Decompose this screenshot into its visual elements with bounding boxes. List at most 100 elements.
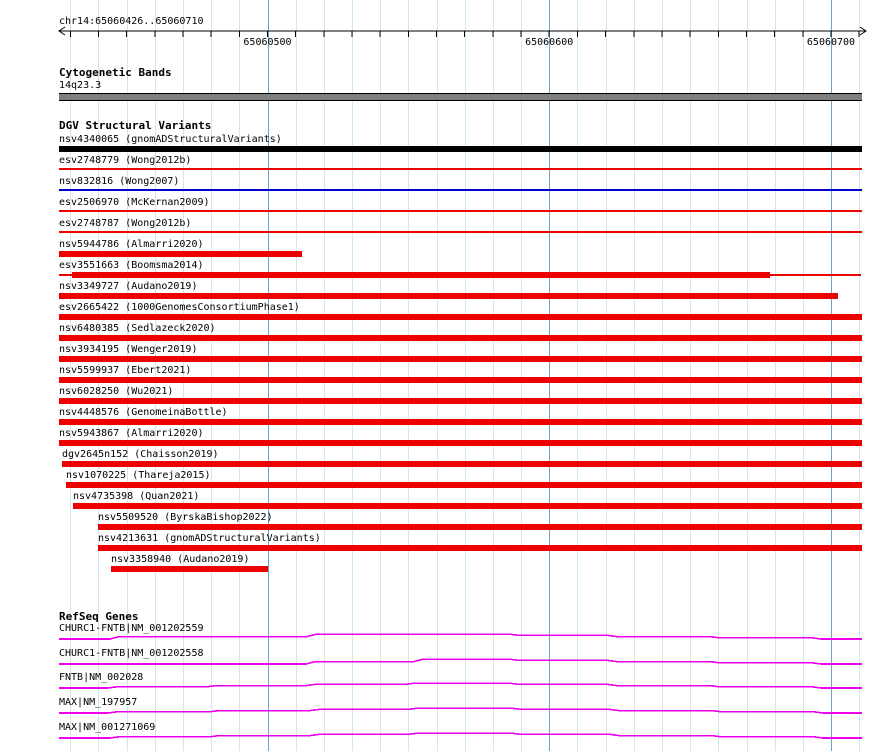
variant-bar[interactable]: [59, 335, 862, 341]
ruler-left-arrow-icon: [58, 26, 66, 36]
grid-minor-line: [718, 0, 720, 751]
gene-label[interactable]: CHURC1-FNTB|NM_001202558: [59, 648, 204, 659]
variant-label[interactable]: nsv5509520 (ByrskaBishop2022): [98, 512, 273, 523]
ruler-right-arrow-icon: [859, 26, 867, 36]
gene-model-line[interactable]: [59, 707, 862, 714]
grid-minor-line: [126, 0, 128, 751]
grid-minor-line: [464, 0, 466, 751]
gene-label[interactable]: MAX|NM_197957: [59, 697, 138, 708]
variant-bar[interactable]: [72, 272, 770, 278]
grid-minor-line: [352, 0, 353, 751]
gene-model-track: [59, 633, 862, 640]
region-coordinates-label: chr14:65060426..65060710: [59, 16, 204, 27]
grid-minor-line: [746, 0, 748, 751]
grid-minor-line: [211, 0, 213, 751]
ruler-tick-label: 65060500: [243, 37, 292, 48]
variant-label[interactable]: nsv6028250 (Wu2021): [59, 386, 174, 397]
grid-minor-line: [774, 0, 776, 751]
cytoband-label[interactable]: 14q23.3: [59, 80, 102, 91]
ruler-tick-label: 65060600: [525, 37, 574, 48]
variant-label[interactable]: nsv1070225 (Thareja2015): [66, 470, 211, 481]
variant-label[interactable]: nsv3358940 (Audano2019): [111, 554, 250, 565]
variant-label[interactable]: nsv4448576 (GenomeinaBottle): [59, 407, 228, 418]
grid-minor-line: [605, 0, 607, 751]
variant-bar[interactable]: [66, 482, 862, 488]
variant-label[interactable]: nsv5599937 (Ebert2021): [59, 365, 192, 376]
gene-label[interactable]: CHURC1-FNTB|NM_001202559: [59, 623, 204, 634]
variant-label[interactable]: nsv3349727 (Audano2019): [59, 281, 198, 292]
grid-minor-line: [661, 0, 663, 751]
variant-bar[interactable]: [59, 146, 862, 152]
grid-minor-line: [323, 0, 325, 751]
grid-minor-line: [183, 0, 184, 751]
gene-model-track: [59, 732, 862, 739]
grid-major-line: [549, 0, 551, 751]
variant-bar[interactable]: [98, 545, 862, 551]
grid-minor-line: [577, 0, 579, 751]
variant-label[interactable]: nsv3934195 (Wenger2019): [59, 344, 198, 355]
grid-minor-line: [239, 0, 241, 751]
grid-minor-line: [295, 0, 297, 751]
variant-label[interactable]: esv2506970 (McKernan2009): [59, 197, 210, 208]
variant-label[interactable]: nsv5943867 (Almarri2020): [59, 428, 204, 439]
variant-label[interactable]: esv2748779 (Wong2012b): [59, 155, 192, 166]
grid-major-line: [267, 0, 269, 751]
grid-minor-line: [492, 0, 494, 751]
ruler-tick-label: 65060700: [806, 37, 856, 48]
variant-label[interactable]: nsv4340065 (gnomADStructuralVariants): [59, 134, 282, 145]
gene-model-line[interactable]: [59, 658, 862, 665]
grid-minor-line: [859, 0, 861, 751]
gene-model-line[interactable]: [59, 682, 862, 689]
variant-label[interactable]: esv2665422 (1000GenomesConsortiumPhase1): [59, 302, 300, 313]
variant-bar[interactable]: [59, 440, 862, 446]
variant-label[interactable]: nsv832816 (Wong2007): [59, 176, 180, 187]
variant-label[interactable]: nsv4735398 (Quan2021): [73, 491, 200, 502]
grid-minor-line: [690, 0, 692, 751]
grid-minor-line: [408, 0, 410, 751]
gene-label[interactable]: FNTB|NM_002028: [59, 672, 144, 683]
variant-bar[interactable]: [111, 566, 268, 572]
grid-minor-line: [633, 0, 635, 751]
variant-bar[interactable]: [59, 189, 862, 191]
variant-label[interactable]: esv2748787 (Wong2012b): [59, 218, 192, 229]
variant-bar[interactable]: [73, 503, 862, 509]
variant-bar[interactable]: [59, 419, 862, 425]
track-title-refseq-genes: RefSeq Genes: [59, 610, 139, 623]
grid-minor-line: [802, 0, 804, 751]
variant-bar[interactable]: [59, 251, 302, 257]
grid-minor-line: [70, 0, 72, 751]
variant-bar-thin-end[interactable]: [770, 274, 861, 276]
gene-model-track: [59, 682, 862, 689]
variant-bar[interactable]: [62, 461, 862, 467]
variant-bar-thin-end[interactable]: [59, 274, 72, 276]
track-title-cytogenetic-bands: Cytogenetic Bands: [59, 66, 172, 79]
variant-bar[interactable]: [59, 231, 862, 233]
grid-major-line: [831, 0, 832, 751]
gene-model-line[interactable]: [59, 633, 862, 640]
grid-minor-line: [380, 0, 382, 751]
variant-bar[interactable]: [59, 168, 862, 170]
variant-bar[interactable]: [59, 356, 862, 362]
cytoband-bar[interactable]: [59, 93, 862, 101]
ruler: [58, 26, 867, 37]
gene-model-track: [59, 658, 862, 665]
gene-model-track: [59, 707, 862, 714]
gene-label[interactable]: MAX|NM_001271069: [59, 722, 156, 733]
track-title-dgv-structural-variants: DGV Structural Variants: [59, 119, 212, 132]
grid-minor-line: [98, 0, 100, 751]
variant-label[interactable]: nsv4213631 (gnomADStructuralVariants): [98, 533, 321, 544]
variant-bar[interactable]: [59, 210, 862, 212]
variant-label[interactable]: nsv6480385 (Sedlazeck2020): [59, 323, 216, 334]
variant-bar[interactable]: [59, 377, 862, 383]
grid-minor-line: [154, 0, 156, 751]
variant-bar[interactable]: [59, 314, 862, 320]
variant-bar[interactable]: [59, 398, 862, 404]
variant-bar[interactable]: [98, 524, 862, 530]
variant-label[interactable]: dgv2645n152 (Chaisson2019): [62, 449, 219, 460]
variant-label[interactable]: esv3551663 (Boomsma2014): [59, 260, 204, 271]
gene-model-line[interactable]: [59, 732, 862, 739]
variant-label[interactable]: nsv5944786 (Almarri2020): [59, 239, 204, 250]
variant-bar[interactable]: [59, 293, 838, 299]
grid-minor-line: [436, 0, 438, 751]
